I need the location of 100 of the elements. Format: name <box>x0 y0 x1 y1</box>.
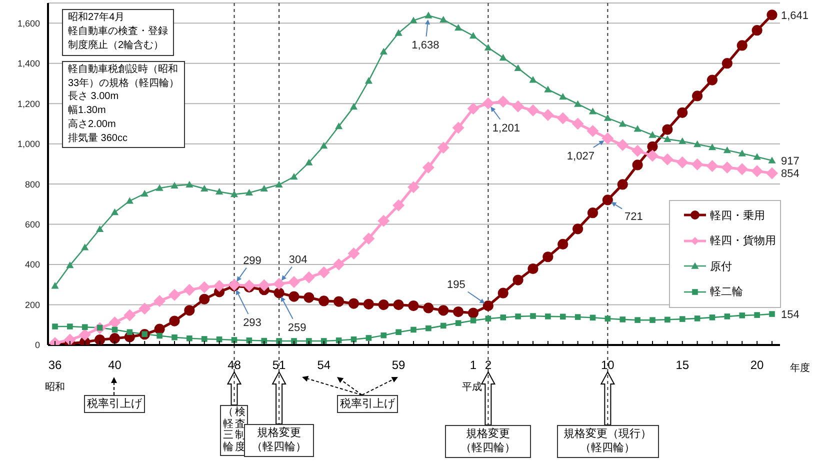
data-label: 721 <box>624 210 643 223</box>
y-tick-label: 0 <box>34 340 40 350</box>
point <box>334 296 344 307</box>
point <box>198 281 210 294</box>
point <box>320 338 327 344</box>
point <box>752 25 762 36</box>
point <box>380 332 387 338</box>
point <box>602 194 613 206</box>
point <box>572 118 584 130</box>
point <box>424 12 432 18</box>
ref-line-label: 規格変更（現行）（軽四輪） <box>556 425 659 458</box>
point <box>500 314 506 320</box>
point <box>110 208 119 216</box>
point <box>213 280 226 292</box>
x-tick-label: 59 <box>392 358 406 372</box>
point <box>366 335 372 341</box>
point <box>260 184 268 192</box>
point <box>380 48 388 55</box>
point <box>112 326 118 333</box>
legend-label: 軽二輪 <box>710 285 743 300</box>
point <box>694 316 700 322</box>
point <box>586 124 599 137</box>
point <box>497 96 510 108</box>
point <box>738 150 746 156</box>
point <box>453 306 464 318</box>
point <box>587 208 598 218</box>
point <box>664 316 670 323</box>
point <box>647 141 658 152</box>
y-tick-label: 200 <box>24 300 40 310</box>
point <box>542 109 554 122</box>
point <box>632 160 643 170</box>
point <box>51 282 59 289</box>
point <box>709 314 716 320</box>
point <box>440 322 446 329</box>
x-tick-label: 36 <box>48 358 62 372</box>
point <box>258 279 270 292</box>
point <box>529 76 537 83</box>
point <box>394 29 402 36</box>
point <box>498 288 508 298</box>
point <box>81 244 89 250</box>
point <box>124 309 136 322</box>
point <box>620 316 626 322</box>
point <box>64 334 76 345</box>
point <box>661 153 674 166</box>
point <box>408 300 419 312</box>
point <box>245 188 253 196</box>
y-tick-label: 600 <box>24 219 40 230</box>
point <box>708 143 716 150</box>
point <box>650 317 656 323</box>
point <box>231 337 238 343</box>
point <box>618 120 626 127</box>
point <box>482 300 494 312</box>
point <box>199 294 210 304</box>
point <box>392 199 405 212</box>
point <box>82 324 88 330</box>
point <box>350 336 357 342</box>
point <box>332 258 345 270</box>
point <box>723 146 731 154</box>
point <box>172 334 178 340</box>
point <box>452 122 464 134</box>
point <box>751 165 764 178</box>
point <box>423 302 434 314</box>
point <box>154 324 165 334</box>
point <box>515 314 521 320</box>
point <box>274 288 284 298</box>
point <box>320 142 328 149</box>
point <box>574 100 582 107</box>
point <box>410 16 418 24</box>
point <box>694 140 702 148</box>
point <box>276 338 282 344</box>
point <box>216 188 224 195</box>
point <box>261 338 268 344</box>
legend-label: 軽四・乗用 <box>710 208 765 223</box>
point <box>66 262 74 268</box>
point <box>455 320 462 326</box>
point <box>769 311 775 317</box>
point <box>527 104 539 116</box>
point <box>108 316 121 328</box>
point <box>288 276 300 288</box>
point <box>632 144 644 157</box>
point <box>454 24 462 31</box>
point <box>556 112 569 124</box>
point <box>378 299 389 310</box>
point <box>336 337 342 344</box>
point <box>126 329 133 336</box>
point <box>78 328 91 341</box>
data-label: 299 <box>243 254 262 267</box>
point <box>514 64 522 72</box>
point <box>140 190 148 197</box>
point <box>156 332 162 339</box>
point <box>736 163 748 176</box>
y-tick-label: 1,400 <box>17 58 40 69</box>
point <box>482 97 494 110</box>
point <box>393 299 404 310</box>
y-tick-label: 1,200 <box>17 98 40 109</box>
point <box>559 92 567 100</box>
data-label: 304 <box>288 254 308 266</box>
point <box>691 158 704 170</box>
point <box>560 314 566 320</box>
point <box>94 334 106 345</box>
